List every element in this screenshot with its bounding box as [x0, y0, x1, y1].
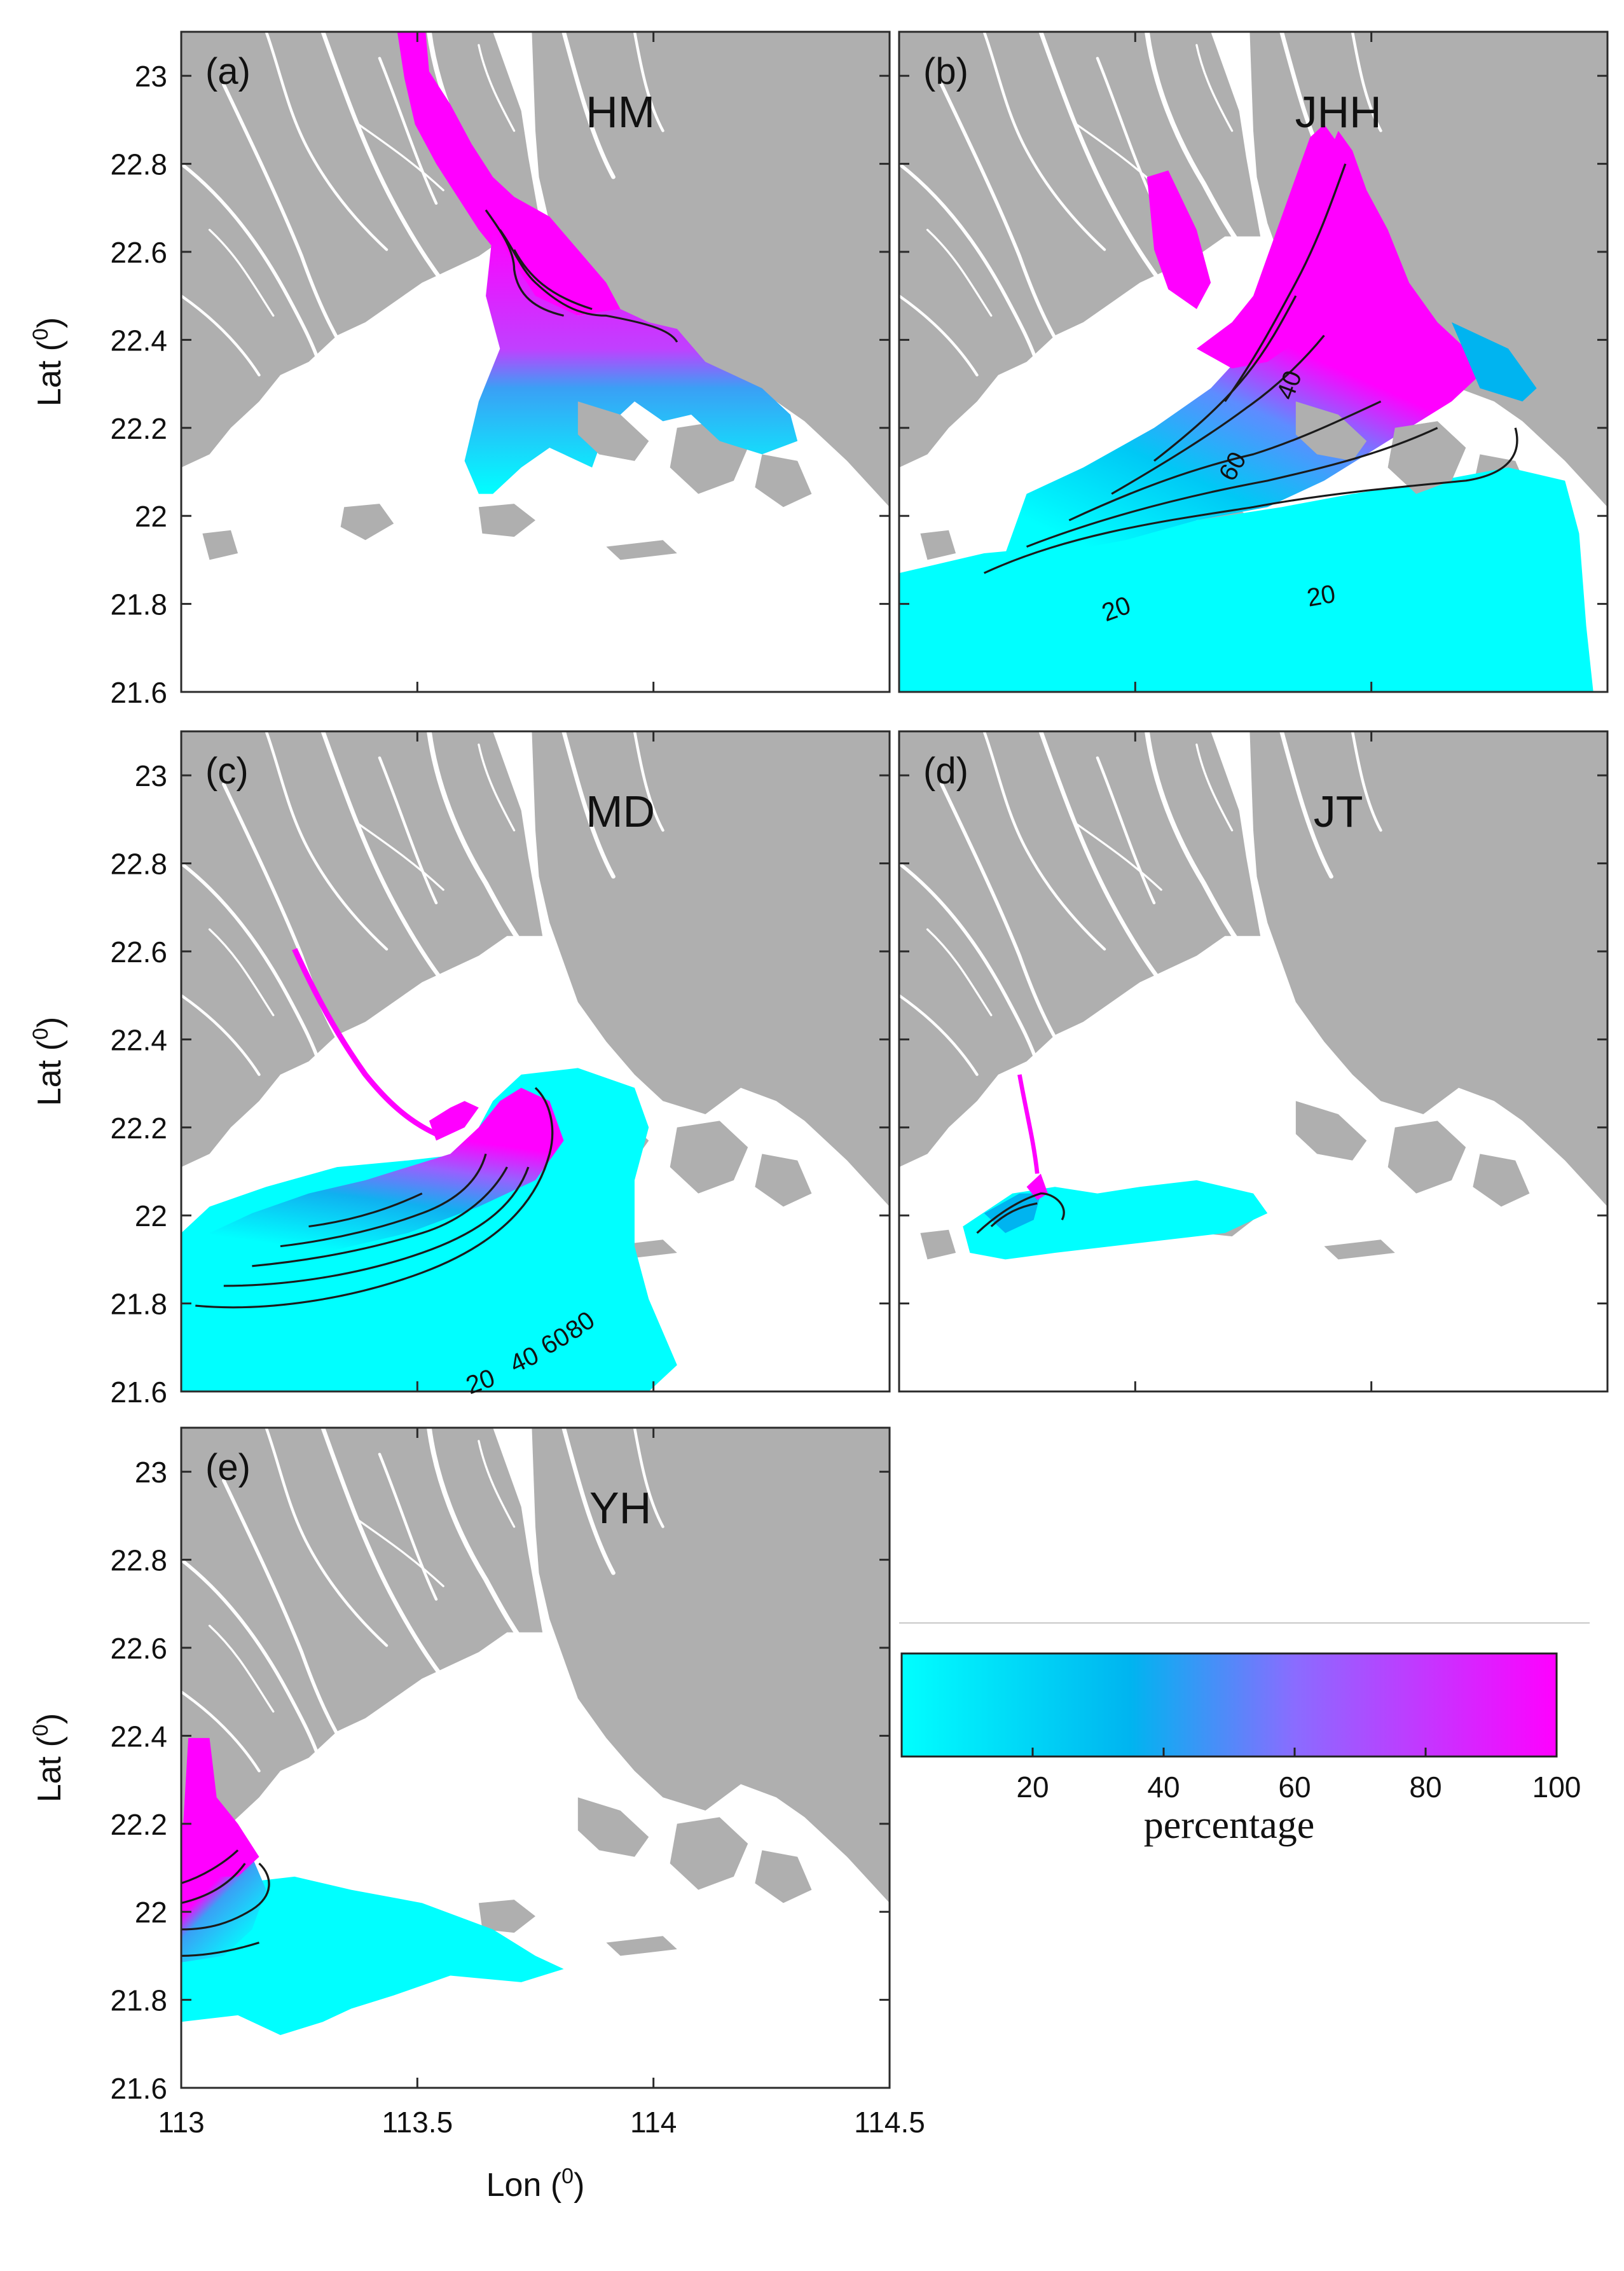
concentration-field [963, 1074, 1268, 1260]
lat-axis-label: Lat (0) [29, 1017, 68, 1106]
lat-tick-label: 22.6 [110, 236, 167, 269]
lat-tick-label: 23 [135, 1456, 167, 1489]
panel-c [181, 731, 890, 1391]
colorbar: 20 40 60 80 100 percentage [899, 1622, 1590, 1847]
lat-tick-label: 22.6 [110, 1632, 167, 1665]
contour-lines [181, 1849, 270, 1957]
panel-frame-c [180, 730, 891, 1393]
lat-tick-label: 23 [135, 759, 167, 792]
panel-frame-e [180, 1426, 891, 2089]
panel-tag-c: (c) [205, 750, 249, 792]
panel-b [899, 32, 1607, 692]
lat-tick-label: 22 [135, 500, 167, 533]
lat-tick-label: 22.4 [110, 1720, 167, 1753]
colorbar-label: percentage [1144, 1804, 1314, 1847]
contour-lines [485, 209, 678, 343]
concentration-field [899, 124, 1593, 692]
colorbar-tick-label: 20 [1016, 1771, 1049, 1804]
lat-tick-label: 22.2 [110, 1112, 167, 1145]
panel-e [181, 1428, 890, 2035]
panel-name-c: MD [586, 787, 655, 836]
panel-tag-b: (b) [923, 51, 968, 92]
panel-d [899, 731, 1607, 1260]
panel-name-b: JHH [1295, 87, 1382, 137]
contour-lines [983, 163, 1518, 574]
lat-tick-label: 22.4 [110, 1023, 167, 1056]
lat-tick-label: 21.6 [110, 676, 167, 709]
lat-tick-label: 22.2 [110, 412, 167, 445]
colorbar-tick-label: 100 [1532, 1771, 1581, 1804]
panel-tag-e: (e) [205, 1447, 251, 1488]
lon-tick-label: 113.5 [382, 2106, 453, 2139]
colorbar-tick-label: 60 [1278, 1771, 1311, 1804]
panel-frame-a [180, 31, 891, 693]
lat-tick-label: 21.8 [110, 588, 167, 621]
lat-tick-label: 22 [135, 1199, 167, 1232]
lat-axis-label: Lat (0) [29, 1713, 68, 1802]
lon-tick-label: 114.5 [854, 2106, 925, 2139]
lat-tick-label: 21.8 [110, 1288, 167, 1321]
contour-label-b: 20 [1305, 580, 1337, 612]
lon-tick-label: 113 [158, 2106, 204, 2139]
lon-tick-label: 114 [630, 2106, 677, 2139]
colorbar-tick-label: 80 [1409, 1771, 1442, 1804]
panel-tag-d: (d) [923, 750, 968, 792]
lat-tick-label: 22.2 [110, 1808, 167, 1841]
lat-tick-label: 23 [135, 60, 167, 93]
lat-tick-label: 22.8 [110, 1544, 167, 1577]
panel-name-d: JT [1314, 787, 1363, 836]
lat-tick-label: 22.4 [110, 324, 167, 357]
colorbar-gradient [900, 1652, 1558, 1758]
lat-tick-label: 21.6 [110, 2072, 167, 2105]
concentration-field [181, 1737, 564, 2035]
panel-name-a: HM [586, 87, 655, 137]
lat-tick-label: 22.6 [110, 935, 167, 969]
lat-tick-label: 22.8 [110, 848, 167, 881]
colorbar-tick-label: 40 [1147, 1771, 1180, 1804]
concentration-field [397, 32, 798, 494]
axis-labels: (a) HM 23 22.8 22.6 22.4 22.2 22 21.8 21.6 Lat (0)… [29, 51, 1382, 2204]
lat-axis-label: Lat (0) [29, 317, 68, 406]
contour-lines [195, 1087, 554, 1309]
contour-lines [976, 1192, 1065, 1234]
panel-name-e: YH [589, 1483, 651, 1533]
lat-tick-label: 22 [135, 1896, 167, 1929]
panel-frames [180, 31, 1609, 2089]
panel-frame-d [898, 730, 1609, 1393]
lat-tick-label: 22.8 [110, 148, 167, 181]
colorbar-ticks: 20 40 60 80 100 [1016, 1748, 1581, 1804]
panel-a [181, 32, 890, 560]
lat-tick-label: 21.6 [110, 1376, 167, 1409]
lon-axis-label: Lon (0) [486, 2164, 585, 2204]
panel-frame-b [898, 31, 1609, 693]
lat-tick-label: 21.8 [110, 1984, 167, 2017]
panel-tag-a: (a) [205, 51, 251, 92]
